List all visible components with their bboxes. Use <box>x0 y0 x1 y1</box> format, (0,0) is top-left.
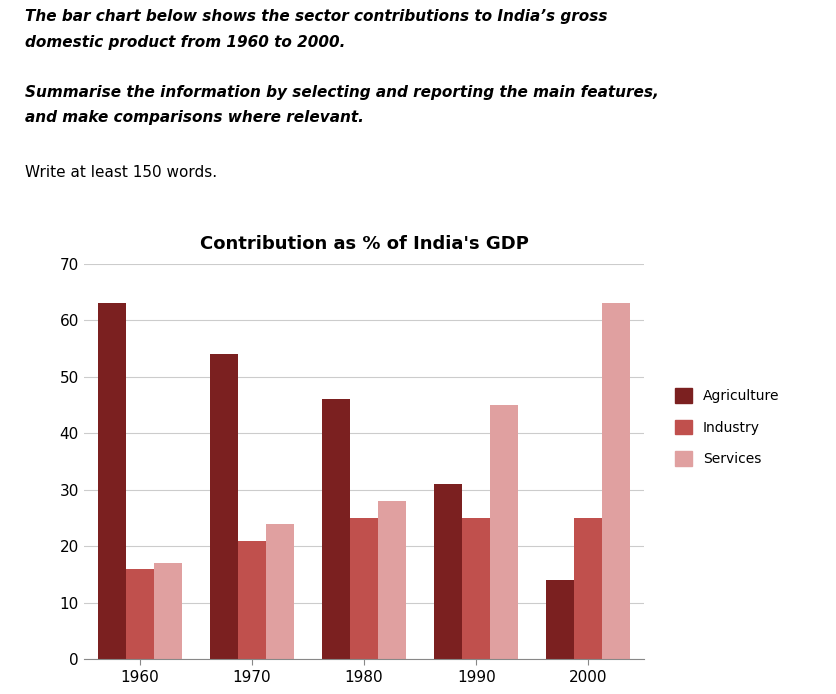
Bar <box>98 303 125 659</box>
Bar <box>434 484 461 659</box>
Bar <box>546 580 573 659</box>
Bar <box>349 518 378 659</box>
Bar <box>237 541 266 659</box>
Bar <box>490 405 517 659</box>
Bar <box>210 354 237 659</box>
Bar <box>266 524 293 659</box>
Bar <box>125 569 154 659</box>
Text: Write at least 150 words.: Write at least 150 words. <box>25 165 217 180</box>
Text: domestic product from 1960 to 2000.: domestic product from 1960 to 2000. <box>25 35 345 50</box>
Bar <box>322 399 349 659</box>
Bar <box>461 518 490 659</box>
Text: The bar chart below shows the sector contributions to India’s gross: The bar chart below shows the sector con… <box>25 9 607 24</box>
Text: Contribution as % of India's GDP: Contribution as % of India's GDP <box>200 235 528 253</box>
Bar <box>378 501 405 659</box>
Legend: Agriculture, Industry, Services: Agriculture, Industry, Services <box>667 382 786 473</box>
Bar <box>573 518 602 659</box>
Text: Summarise the information by selecting and reporting the main features,: Summarise the information by selecting a… <box>25 85 658 100</box>
Bar <box>154 564 181 659</box>
Bar <box>602 303 630 659</box>
Text: and make comparisons where relevant.: and make comparisons where relevant. <box>25 110 364 126</box>
